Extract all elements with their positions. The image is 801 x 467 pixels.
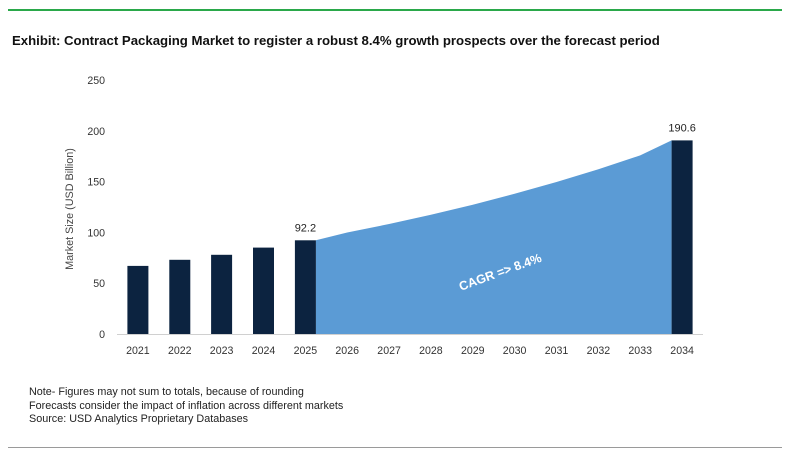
bar-2024 [253, 247, 274, 334]
y-tick-200: 200 [87, 126, 105, 138]
note-source: Source: USD Analytics Proprietary Databa… [29, 413, 249, 426]
x-tick-2022: 2022 [168, 345, 192, 357]
data-label-2034: 190.6 [668, 122, 696, 134]
x-tick-2031: 2031 [545, 345, 569, 357]
x-tick-2021: 2021 [126, 345, 150, 357]
forecast-area [315, 140, 672, 334]
exhibit-title: Exhibit: Contract Packaging Market to re… [12, 33, 660, 48]
data-label-2025: 92.2 [295, 222, 316, 234]
x-tick-2024: 2024 [252, 345, 276, 357]
y-tick-50: 50 [93, 278, 105, 290]
x-tick-2027: 2027 [377, 345, 401, 357]
bar-2025 [294, 240, 316, 334]
x-tick-2030: 2030 [503, 345, 527, 357]
y-tick-100: 100 [87, 227, 105, 239]
x-tick-2026: 2026 [335, 345, 359, 357]
x-tick-2029: 2029 [461, 345, 485, 357]
y-tick-0: 0 [99, 329, 105, 341]
bar-2023 [211, 254, 233, 334]
x-tick-2028: 2028 [419, 345, 443, 357]
bar-2034 [671, 140, 693, 334]
bar-2022 [169, 259, 191, 334]
note-rounding: Note- Figures may not sum to totals, bec… [29, 386, 304, 398]
top-rule [8, 9, 782, 11]
notes-block: Note- Figures may not sum to totals, bec… [29, 386, 343, 427]
bar-2021 [127, 265, 149, 334]
x-tick-2033: 2033 [628, 345, 652, 357]
y-tick-150: 150 [87, 177, 105, 189]
y-tick-250: 250 [87, 75, 105, 87]
x-tick-2034: 2034 [670, 345, 694, 357]
note-inflation: Forecasts consider the impact of inflati… [29, 399, 344, 412]
x-tick-2023: 2023 [210, 345, 234, 357]
x-tick-2032: 2032 [587, 345, 611, 357]
x-tick-2025: 2025 [294, 345, 318, 357]
bottom-rule [8, 447, 782, 448]
y-axis-title: Market Size (USD Billion) [64, 148, 76, 270]
